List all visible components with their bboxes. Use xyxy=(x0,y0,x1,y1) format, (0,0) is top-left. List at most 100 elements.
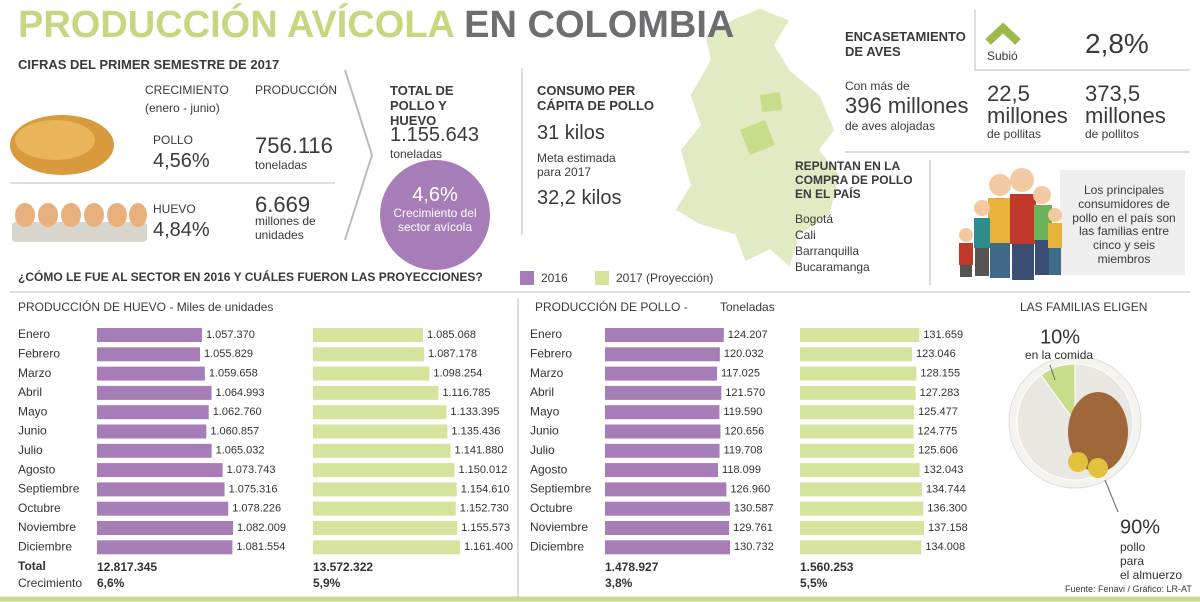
section-title: TOTAL DE POLLO Y HUEVO xyxy=(390,83,454,128)
y-tick-label: Septiembre xyxy=(18,482,80,496)
label: CRECIMIENTO xyxy=(145,83,229,97)
value-label: 1.155.573 xyxy=(461,522,510,534)
value: 6.669 xyxy=(255,192,311,217)
family-icon xyxy=(959,168,1185,280)
bar xyxy=(800,521,924,535)
egg-tray xyxy=(12,222,147,242)
y-tick-label: Febrero xyxy=(530,346,572,360)
y-tick-label: Diciembre xyxy=(18,539,72,553)
growth-label: Crecimiento xyxy=(18,576,82,590)
legend-label: 2016 xyxy=(541,271,568,285)
label: HUEVO xyxy=(153,202,196,216)
bar xyxy=(605,540,730,555)
pie-value: 90% xyxy=(1120,516,1160,538)
value-label: 131.659 xyxy=(923,329,963,341)
value-label: 1.087.178 xyxy=(428,348,477,360)
y-tick-label: Marzo xyxy=(18,366,52,380)
bar xyxy=(313,366,430,381)
total-value: 1.560.253 xyxy=(800,560,854,574)
bar xyxy=(800,424,914,439)
y-tick-label: Agosto xyxy=(18,462,56,476)
value-label: 1.141.880 xyxy=(455,445,504,457)
value-label: 120.032 xyxy=(724,348,764,360)
value-label: 1.059.658 xyxy=(209,368,258,380)
value-label: 124.775 xyxy=(917,425,957,437)
value-label: 1.065.032 xyxy=(216,445,265,457)
legend-label: 2017 (Proyección) xyxy=(616,271,714,285)
y-tick-label: Enero xyxy=(18,327,50,341)
value-label: 125.606 xyxy=(918,445,958,457)
y-tick-label: Abril xyxy=(530,385,554,399)
value: 373,5 millones xyxy=(1085,81,1166,128)
value-label: 120.656 xyxy=(724,425,764,437)
value-label: 1.064.993 xyxy=(216,387,265,399)
value-label: 126.960 xyxy=(730,483,770,495)
value-label: 1.075.316 xyxy=(229,483,278,495)
y-tick-label: Febrero xyxy=(18,346,60,360)
value: 396 millones xyxy=(845,93,969,118)
bar xyxy=(800,366,917,381)
value-label: 1.055.829 xyxy=(204,348,253,360)
food-icon xyxy=(1088,458,1108,478)
bar xyxy=(800,463,920,478)
bar xyxy=(605,501,730,516)
value-label: 1.073.743 xyxy=(227,464,276,476)
value-label: 1.057.370 xyxy=(206,329,255,341)
growth-value: 5,9% xyxy=(313,576,341,590)
food-icon xyxy=(1068,452,1088,472)
y-tick-label: Noviembre xyxy=(530,520,588,534)
value-label: 1.116.785 xyxy=(442,387,490,399)
y-tick-label: Abril xyxy=(18,385,42,399)
bar xyxy=(313,405,447,420)
bar xyxy=(605,424,721,439)
chart-title: LAS FAMILIAS ELIGEN xyxy=(1020,300,1148,314)
value: 31 kilos xyxy=(537,122,605,144)
chart-title: PRODUCCIÓN DE HUEVO - Miles de unidades xyxy=(18,300,273,315)
bar xyxy=(97,328,202,342)
bar xyxy=(97,424,207,439)
label: Con más de xyxy=(845,79,910,93)
bar xyxy=(605,405,720,420)
map-region xyxy=(760,92,782,112)
value: 756.116 xyxy=(255,133,333,158)
bar xyxy=(97,540,233,555)
value-label: 137.158 xyxy=(928,522,968,534)
value-label: 125.477 xyxy=(918,406,958,418)
title-rest: EN COLOMBIA xyxy=(464,4,735,46)
value-label: 118.099 xyxy=(722,464,761,476)
value-label: 128.155 xyxy=(920,368,960,380)
bar xyxy=(800,347,912,362)
chevron xyxy=(344,69,374,241)
y-tick-label: Septiembre xyxy=(530,482,592,496)
value-label: 117.025 xyxy=(721,368,760,380)
y-tick-label: Mayo xyxy=(530,404,560,418)
bar xyxy=(605,463,719,478)
value-label: 132.043 xyxy=(924,464,964,476)
question: ¿CÓMO LE FUE AL SECTOR EN 2016 Y CUÁLES … xyxy=(18,270,483,284)
note: Los principales consumidores de pollo en… xyxy=(1072,183,1176,266)
value: 4,6% xyxy=(412,184,458,206)
bar xyxy=(313,443,451,458)
title-highlight: PRODUCCIÓN AVÍCOLA xyxy=(18,4,454,46)
city: Cali xyxy=(795,228,816,242)
bar xyxy=(313,347,425,362)
growth-value: 6,6% xyxy=(97,576,125,590)
value-label: 121.570 xyxy=(725,387,765,399)
y-tick-label: Diciembre xyxy=(530,539,584,553)
bar xyxy=(313,328,423,342)
value-label: 1.098.254 xyxy=(433,368,482,380)
bar xyxy=(97,463,223,478)
label: Crecimiento del sector avícola xyxy=(393,206,477,234)
bar xyxy=(97,405,209,420)
value-label: 127.283 xyxy=(920,387,960,399)
value-label: 123.046 xyxy=(916,348,956,360)
value-label: 134.008 xyxy=(925,541,965,553)
section-title: CONSUMO PER CÁPITA DE POLLO xyxy=(537,83,654,113)
y-tick-label: Agosto xyxy=(530,462,568,476)
bar xyxy=(313,424,448,439)
bar xyxy=(313,501,456,516)
y-tick-label: Marzo xyxy=(530,366,564,380)
value-label: 130.587 xyxy=(734,503,774,515)
value: 4,84% xyxy=(153,219,210,241)
value: 32,2 kilos xyxy=(537,187,622,209)
